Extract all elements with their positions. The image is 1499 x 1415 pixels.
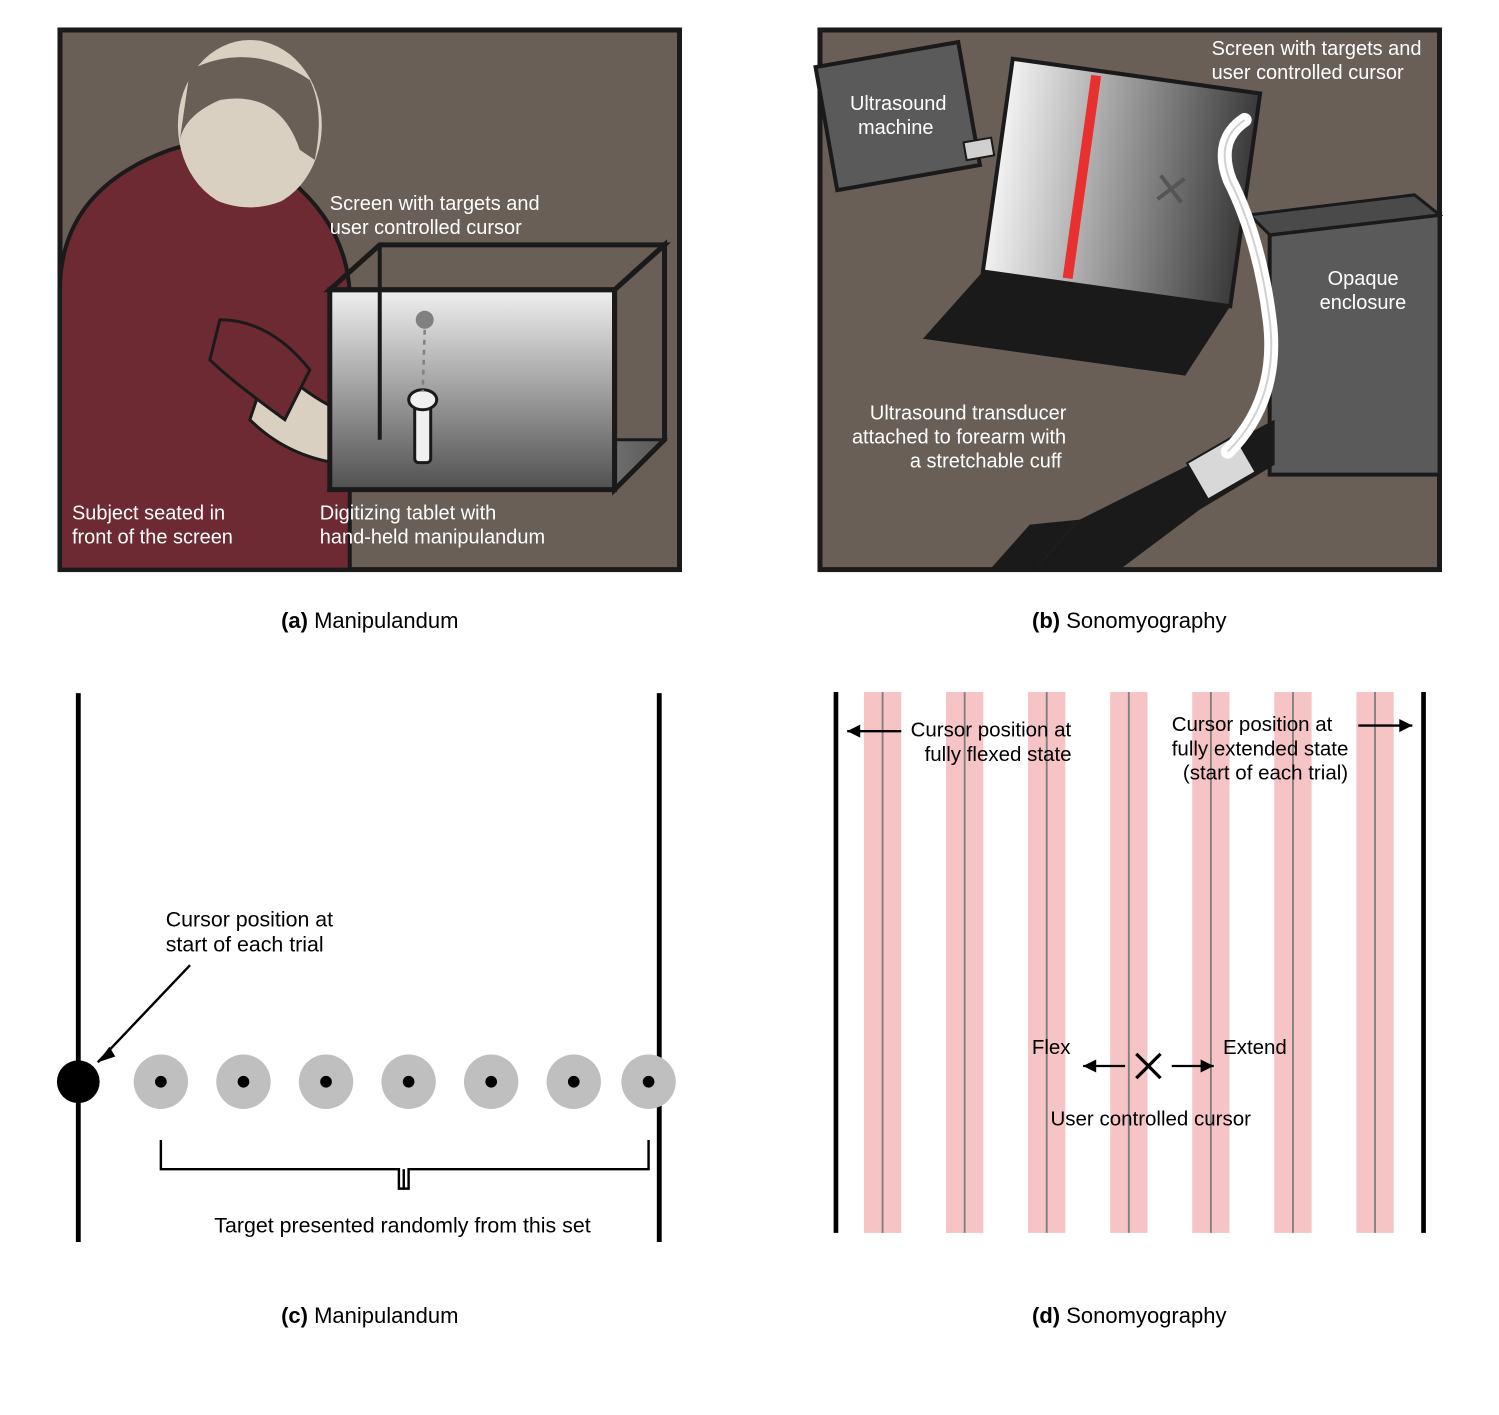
- label-cursor-start: Cursor position at start of each trial: [166, 907, 339, 956]
- label-target-set: Target presented randomly from this set: [214, 1213, 590, 1237]
- manipulandum-handle: [415, 405, 431, 463]
- bar-7: [1356, 692, 1393, 1233]
- flex-arrow-head: [1083, 1059, 1096, 1072]
- panel-b: Ultrasound machine: [780, 20, 1480, 590]
- cursor-arrow-head: [98, 1046, 115, 1062]
- caption-c: (c) Manipulandum: [20, 1295, 720, 1349]
- caption-d-prefix: (d): [1032, 1303, 1060, 1328]
- caption-d: (d) Sonomyography: [780, 1295, 1480, 1349]
- panel-a: Screen with targets and user controlled …: [20, 20, 720, 590]
- label-extended: Cursor position at fully extended state …: [1171, 713, 1353, 784]
- panel-c-svg: Cursor position at start of each trial T…: [20, 664, 720, 1286]
- label-user-cursor: User controlled cursor: [1050, 1107, 1251, 1130]
- caption-a-text: Manipulandum: [308, 608, 458, 633]
- bar-4: [1110, 692, 1147, 1233]
- bar-3: [1028, 692, 1065, 1233]
- machine-port: [963, 138, 994, 161]
- manipulandum-top: [409, 390, 437, 410]
- flexed-arrow-head: [847, 724, 860, 737]
- panel-b-svg: Ultrasound machine: [780, 20, 1480, 590]
- screen-front: [330, 290, 615, 490]
- label-flex: Flex: [1031, 1035, 1070, 1058]
- enclosure: [1249, 195, 1439, 475]
- target-1: [134, 1054, 188, 1108]
- target-2: [216, 1054, 270, 1108]
- panel-a-svg: Screen with targets and user controlled …: [20, 20, 720, 590]
- target-7: [621, 1054, 675, 1108]
- target-6: [547, 1054, 601, 1108]
- laptop-screen: [982, 59, 1259, 307]
- bar-2: [946, 692, 983, 1233]
- caption-d-text: Sonomyography: [1060, 1303, 1226, 1328]
- label-flexed: Cursor position at fully flexed state: [910, 718, 1076, 765]
- caption-b-prefix: (b): [1032, 608, 1060, 633]
- caption-b-text: Sonomyography: [1060, 608, 1226, 633]
- caption-c-text: Manipulandum: [308, 1303, 458, 1328]
- cursor-start: [57, 1060, 100, 1103]
- caption-c-prefix: (c): [281, 1303, 308, 1328]
- panel-c: Cursor position at start of each trial T…: [20, 664, 720, 1286]
- extended-arrow-head: [1399, 719, 1412, 732]
- caption-a: (a) Manipulandum: [20, 600, 720, 654]
- target-4: [381, 1054, 435, 1108]
- cursor-arrow-line: [98, 965, 190, 1062]
- target-3: [299, 1054, 353, 1108]
- caption-b: (b) Sonomyography: [780, 600, 1480, 654]
- panel-d: Cursor position at fully flexed state Cu…: [780, 664, 1480, 1286]
- targets: [134, 1054, 676, 1108]
- label-extend: Extend: [1223, 1035, 1287, 1058]
- bar-1: [863, 692, 900, 1233]
- caption-a-prefix: (a): [281, 608, 308, 633]
- screen-cursor: [416, 311, 434, 329]
- target-5: [464, 1054, 518, 1108]
- panel-d-svg: Cursor position at fully flexed state Cu…: [780, 664, 1480, 1261]
